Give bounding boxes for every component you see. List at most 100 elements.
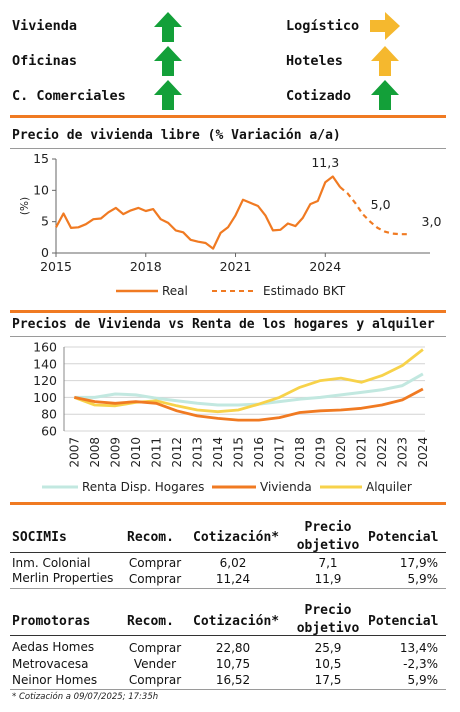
row-potencial: 13,4%: [399, 641, 438, 655]
row-potencial: 5,9%: [407, 572, 439, 586]
sector-label-comerciales: C. Comerciales: [12, 88, 126, 104]
row-target: 10,5: [314, 657, 342, 671]
header-target-line2: objetivo: [296, 621, 360, 636]
header-recom: Recom.: [127, 614, 174, 629]
x-tick-label: 2009: [108, 437, 122, 468]
row-name: Inm. Colonial: [12, 556, 91, 570]
row-potencial: 5,9%: [407, 673, 439, 687]
legend-label-2: Alquiler: [366, 480, 412, 494]
legend-label-estimado: Estimado BKT: [263, 284, 346, 298]
x-tick-label: 2018: [130, 259, 162, 274]
y-tick-label: 160: [33, 340, 57, 355]
row-potencial: 17,9%: [399, 556, 438, 570]
y-tick-label: 60: [41, 424, 57, 439]
y-tick-label: 0: [41, 245, 49, 260]
x-tick-label: 2016: [252, 437, 266, 468]
x-tick-label: 2011: [149, 437, 163, 468]
x-tick-label: 2018: [293, 437, 307, 468]
table-bottom-rule: [10, 588, 446, 589]
header-name: Promotoras: [12, 614, 91, 629]
header-recom: Recom.: [127, 530, 174, 545]
x-tick-label: 2010: [129, 437, 143, 468]
row-name: Neinor Homes: [12, 673, 98, 687]
row-name: Merlin Properties: [12, 571, 114, 585]
row-recom: Comprar: [128, 572, 182, 586]
row-target: 11,9: [314, 572, 342, 586]
y-tick-label: 120: [33, 373, 57, 388]
header-cotizacion: Cotización*: [193, 614, 280, 629]
row-cotizacion: 16,52: [215, 673, 251, 687]
x-tick-label: 2007: [67, 437, 81, 468]
row-name: Metrovacesa: [12, 657, 89, 671]
header-potencial: Potencial: [368, 530, 439, 545]
sector-arrows: [154, 12, 400, 110]
y-tick-label: 140: [33, 356, 57, 371]
header-target-line2: objetivo: [296, 538, 360, 553]
y-tick-label: 100: [33, 390, 57, 405]
y-tick-label: 80: [41, 407, 57, 422]
series-line-1: [339, 186, 408, 236]
legend-label-real: Real: [162, 284, 188, 298]
arrow-up-icon: [371, 80, 399, 110]
chart1-housing-price: 0 5 10 15 2015 2018 2021 2024 (%) 11,3 5,0 3,0 Real E…: [19, 151, 442, 298]
x-tick-label: 2021: [220, 259, 252, 274]
x-tick-label: 2008: [88, 437, 102, 468]
legend-label-0: Renta Disp. Hogares: [82, 480, 204, 494]
x-tick-label: 2020: [334, 437, 348, 468]
x-tick-label: 2012: [170, 437, 184, 468]
chart1-title: Precio de vivienda libre (% Variación a/…: [12, 128, 341, 143]
row-cotizacion: 6,02: [219, 556, 247, 570]
section-divider: [10, 310, 446, 313]
sector-label-logistico: Logístico: [286, 18, 360, 34]
row-cotizacion: 11,24: [215, 572, 251, 586]
annotation-2025: 5,0: [371, 197, 391, 212]
sector-label-cotizado: Cotizado: [286, 88, 352, 104]
x-tick-label: 2024: [309, 259, 341, 274]
arrow-up-icon: [154, 12, 182, 42]
x-tick-label: 2017: [272, 437, 286, 468]
section-divider: [10, 115, 446, 118]
row-cotizacion: 10,75: [215, 657, 251, 671]
x-tick-label: 2015: [231, 437, 245, 468]
table-header-rule: [10, 552, 446, 553]
row-recom: Comprar: [128, 556, 182, 570]
row-cotizacion: 22,80: [215, 641, 251, 655]
annotation-peak: 11,3: [311, 155, 339, 170]
series-line-0: [74, 372, 424, 407]
row-target: 25,9: [314, 641, 342, 655]
x-tick-label: 2024: [416, 437, 430, 468]
sector-label-vivienda: Vivienda: [12, 18, 78, 34]
sector-label-hoteles: Hoteles: [286, 53, 343, 69]
row-name: Aedas Homes: [12, 640, 95, 654]
series-line-0: [55, 175, 342, 250]
arrow-up-icon: [154, 80, 182, 110]
row-potencial: -2,3%: [403, 657, 438, 671]
annotation-2026: 3,0: [422, 214, 442, 229]
y-tick-label: 15: [33, 151, 49, 166]
header-target-line1: Precio: [304, 603, 352, 618]
arrow-right-icon: [370, 12, 400, 40]
table-bottom-rule: [10, 689, 446, 690]
row-recom: Vender: [133, 657, 177, 671]
y-axis-label: (%): [19, 197, 31, 215]
row-target: 17,5: [314, 673, 342, 687]
footnote: * Cotización a 09/07/2025; 17:35h: [12, 692, 159, 702]
row-recom: Comprar: [128, 641, 182, 655]
header-cotizacion: Cotización*: [193, 530, 280, 545]
x-tick-label: 2023: [395, 437, 409, 468]
y-tick-label: 10: [33, 182, 49, 197]
sector-label-oficinas: Oficinas: [12, 53, 78, 69]
chart2-title-rule: [10, 336, 446, 337]
series-line-1: [74, 387, 424, 422]
section-divider: [10, 502, 446, 505]
chart2-title: Precios de Vivienda vs Renta de los hoga…: [12, 317, 435, 332]
header-potencial: Potencial: [368, 614, 439, 629]
header-name: SOCIMIs: [12, 530, 67, 545]
header-target-line1: Precio: [304, 520, 352, 535]
chart1-title-rule: [10, 148, 446, 149]
legend-label-1: Vivienda: [260, 480, 312, 494]
arrow-up-icon: [154, 46, 182, 76]
x-tick-label: 2022: [375, 437, 389, 468]
y-tick-label: 5: [41, 214, 49, 229]
